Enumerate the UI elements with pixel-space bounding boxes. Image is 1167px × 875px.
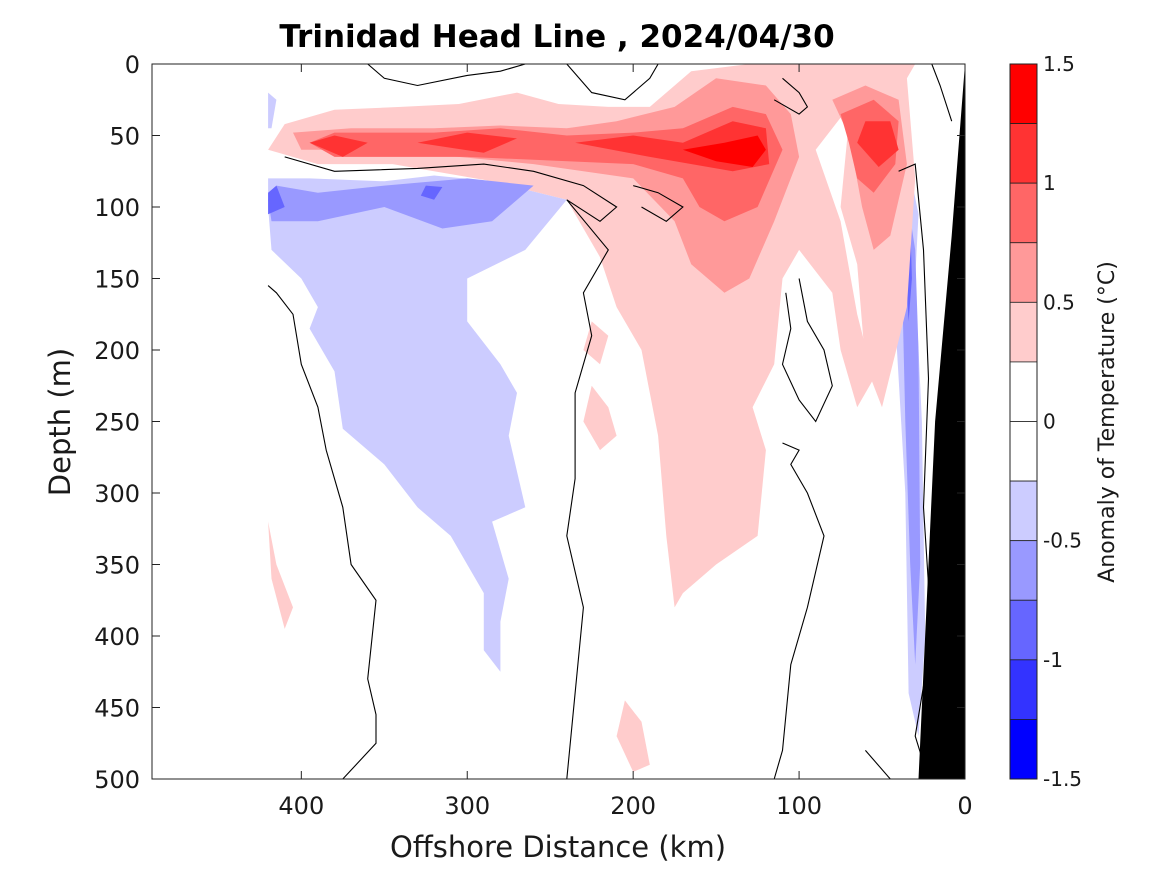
colorbar-swatch	[1009, 659, 1038, 720]
y-tick-label: 450	[94, 695, 140, 723]
chart-title: Trinidad Head Line , 2024/04/30	[279, 19, 834, 55]
anomaly-region-warm-core-1.0-a	[309, 135, 368, 157]
zero-contour-line-9	[633, 185, 684, 222]
anomaly-region-warm-core-1.0-b	[417, 132, 517, 153]
anomaly-region-warm-patch-200m	[583, 321, 609, 365]
anomaly-region-warm-patch-deep-offshore	[268, 521, 293, 629]
x-axis-label: Offshore Distance (km)	[390, 830, 726, 864]
x-tick-label: 300	[444, 792, 490, 820]
x-tick-label: 0	[957, 792, 972, 820]
y-tick-label: 400	[94, 623, 140, 651]
x-tick-label: 400	[278, 792, 324, 820]
colorbar-tick-label: -1	[1043, 648, 1063, 672]
anomaly-region-cold-core-1.0-b	[420, 185, 443, 200]
zero-contour-layer	[267, 64, 953, 779]
y-axis-label: Depth (m)	[43, 348, 77, 496]
zero-contour-line-4	[566, 64, 659, 101]
x-axis-ticks: 400 300 200 100 0	[278, 64, 973, 820]
y-axis-ticks: 0 50 100 150 200 250 300 350 400 450 500	[94, 51, 965, 794]
y-tick-label: 0	[125, 51, 140, 79]
anomaly-region-warm-core-0.75	[309, 106, 783, 222]
y-tick-label: 350	[94, 552, 140, 580]
colorbar-swatch	[1009, 480, 1038, 542]
seafloor-shelf	[918, 64, 965, 779]
colorbar-label: Anomaly of Temperature (°C)	[1095, 261, 1120, 583]
colorbar-swatch	[1009, 182, 1038, 244]
zero-contour-line-1	[267, 285, 377, 779]
colorbar-tick-label: 0	[1043, 410, 1056, 434]
zero-contour-line-10	[931, 64, 953, 122]
colorbar-tick-label: -1.5	[1043, 767, 1082, 791]
colorbar-tick-label: 1	[1043, 171, 1056, 195]
y-tick-label: 50	[109, 123, 140, 151]
y-tick-label: 100	[94, 194, 140, 222]
colorbar-swatch	[1009, 719, 1038, 780]
anomaly-region-warm-core-1.0-d	[857, 121, 899, 167]
anomaly-region-cold-top-left	[268, 92, 277, 129]
anomaly-region-shelf-cold-core	[902, 207, 921, 665]
zero-contour-line-3	[367, 64, 526, 87]
colorbar-swatch	[1009, 599, 1038, 661]
zero-contour-line-11	[864, 750, 891, 779]
colorbar-swatch	[1009, 421, 1038, 482]
anomaly-fill-layer	[268, 64, 926, 772]
colorbar-swatch	[1009, 540, 1038, 601]
y-tick-label: 150	[94, 266, 140, 294]
anomaly-region-warm-patch-480m	[616, 700, 650, 772]
colorbar-swatch	[1009, 63, 1038, 124]
colorbar: 1.5 1 0.5 0 -0.5 -1 -1.5	[1009, 52, 1082, 791]
y-tick-label: 250	[94, 409, 140, 437]
colorbar-swatch	[1009, 361, 1038, 422]
colorbar-swatch	[1009, 123, 1038, 184]
zero-contour-line-8	[781, 278, 833, 423]
anomaly-region-cold-core-1.0	[268, 185, 285, 215]
colorbar-tick-label: 0.5	[1043, 290, 1075, 314]
colorbar-frame	[1009, 63, 1038, 780]
y-tick-label: 300	[94, 480, 140, 508]
zero-contour-line-7	[773, 442, 825, 779]
colorbar-tick-label: -0.5	[1043, 529, 1082, 553]
y-tick-label: 200	[94, 337, 140, 365]
zero-contour-line-5	[773, 77, 809, 115]
colorbar-swatch	[1009, 242, 1038, 303]
zero-contour-line-6	[898, 163, 933, 779]
y-tick-label: 500	[94, 766, 140, 794]
bathymetry-layer	[918, 64, 965, 779]
x-tick-label: 200	[610, 792, 656, 820]
anomaly-region-warm-patch-250m	[583, 385, 617, 451]
colorbar-swatch	[1009, 301, 1038, 363]
x-tick-label: 100	[776, 792, 822, 820]
anomaly-region-cold-mid	[268, 175, 567, 672]
anomaly-region-cold-core-0.75	[268, 178, 534, 229]
zero-contour-line-2	[284, 156, 618, 779]
anomaly-region-warm-core-1.25	[682, 135, 766, 167]
colorbar-tick-label: 1.5	[1043, 52, 1075, 76]
